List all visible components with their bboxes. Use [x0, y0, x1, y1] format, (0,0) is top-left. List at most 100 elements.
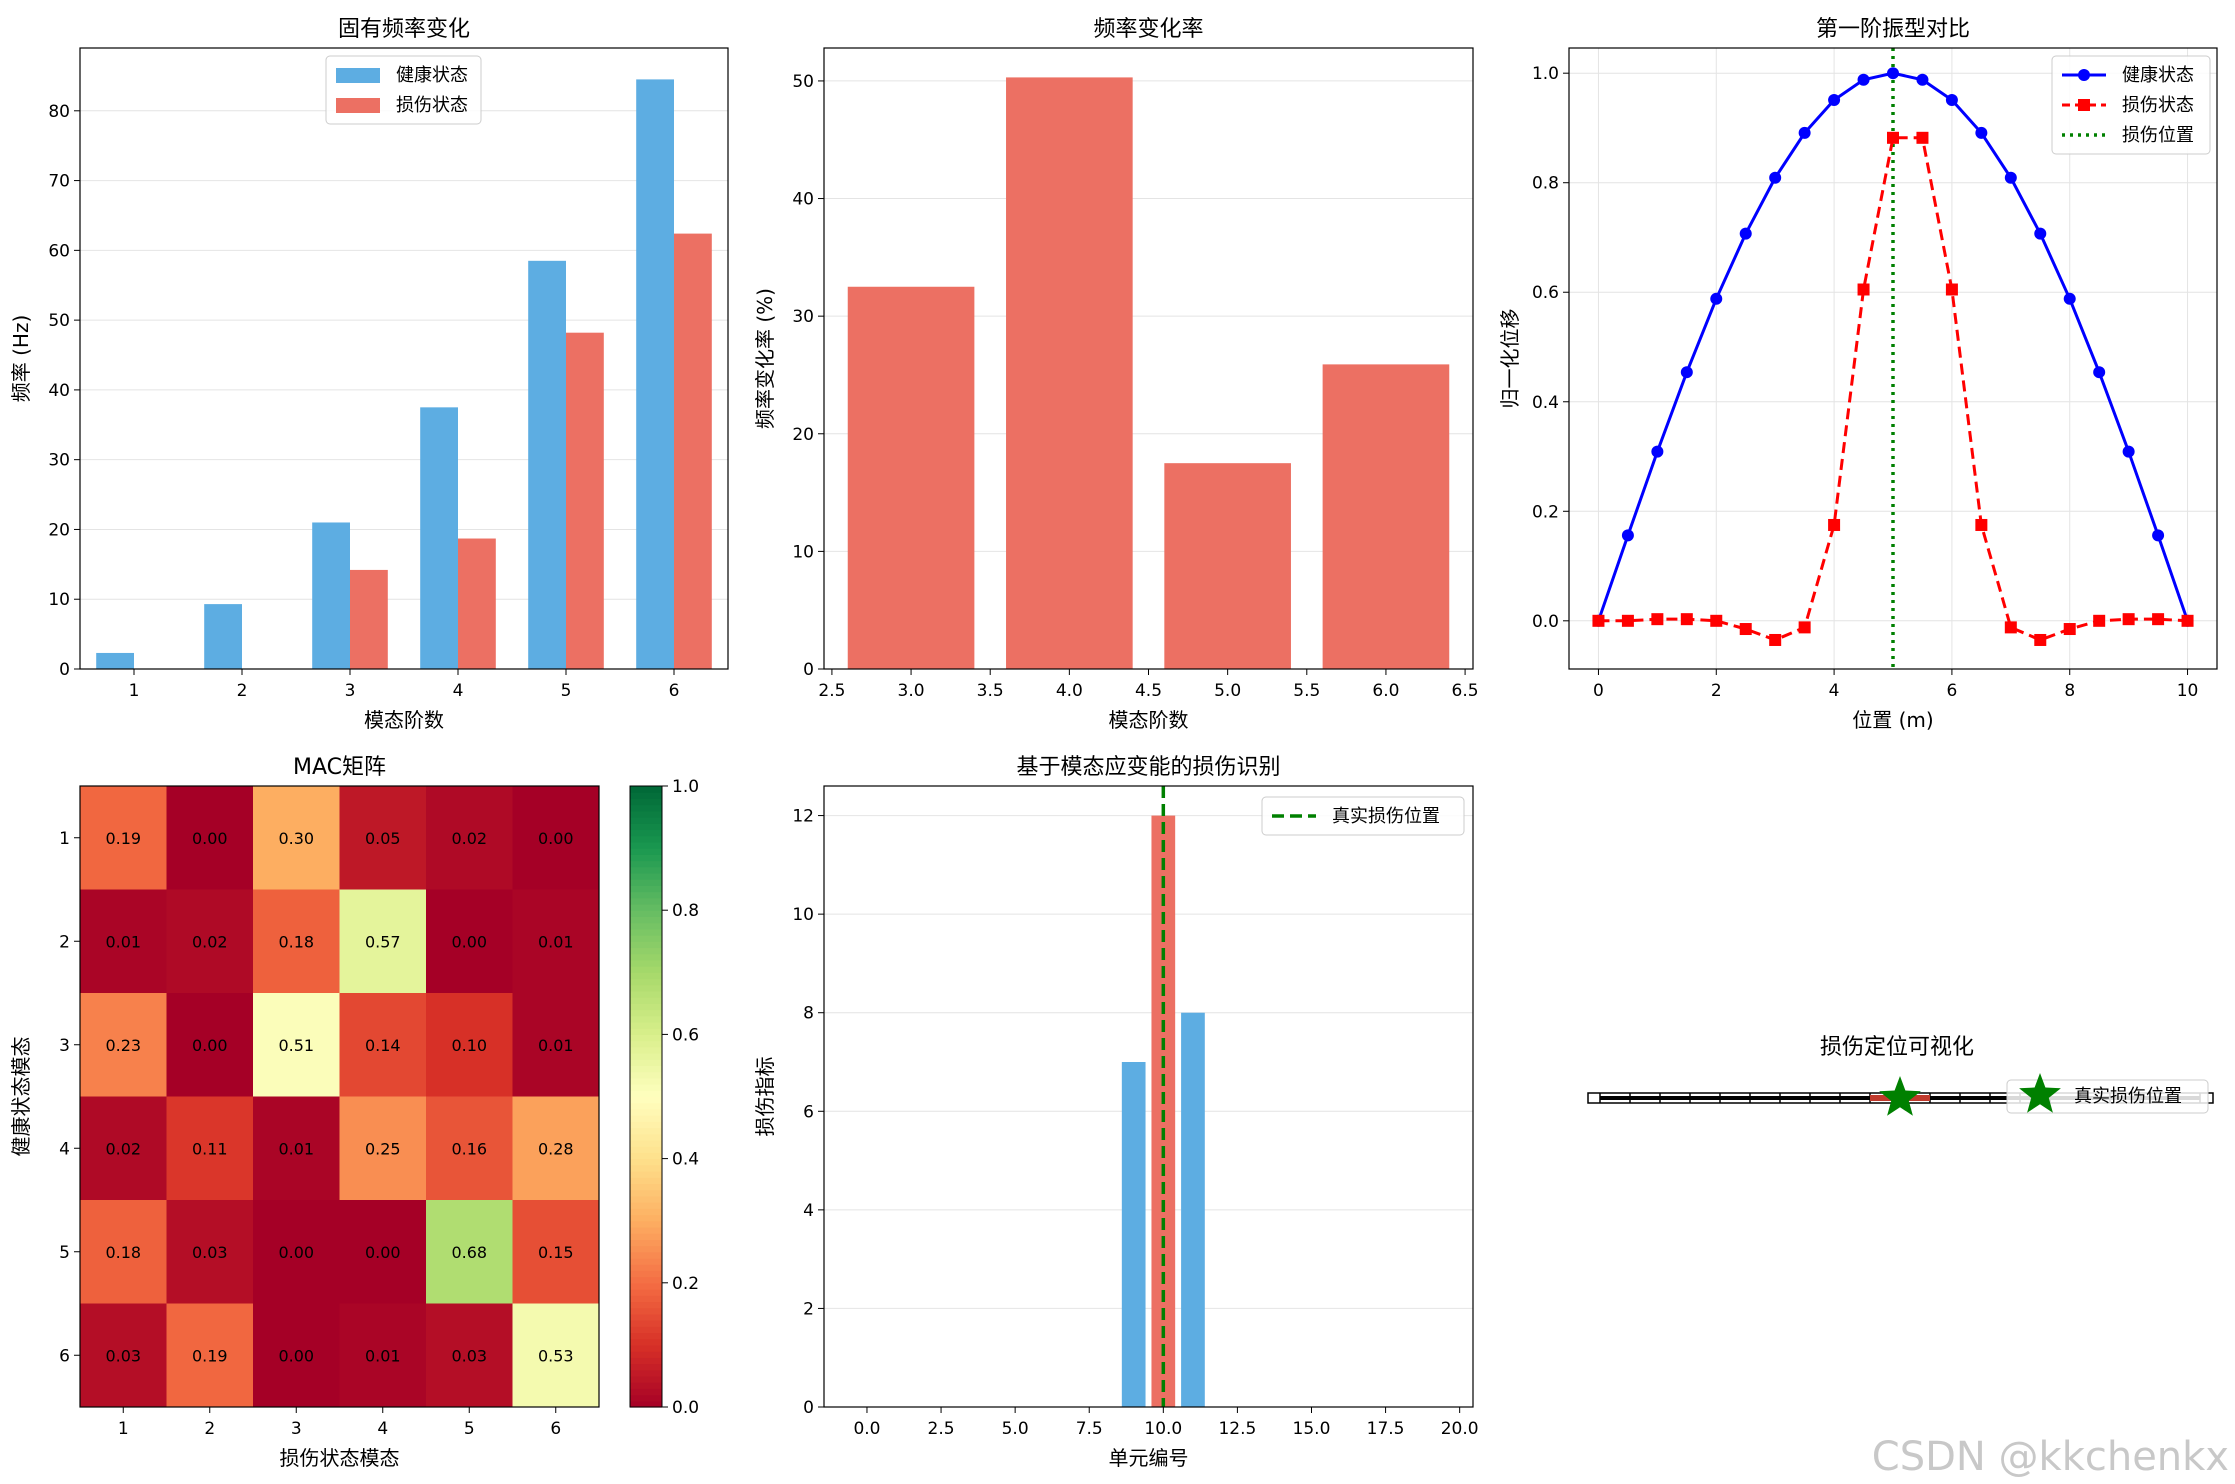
- y-tick-label: 0: [803, 660, 814, 680]
- data-point: [1828, 94, 1841, 107]
- colorbar-segment: [630, 1009, 662, 1017]
- colorbar-segment: [630, 1400, 662, 1408]
- y-tick-label: 1.0: [1532, 64, 1559, 84]
- data-point: [1680, 613, 1693, 626]
- heatmap-cell: [512, 1303, 600, 1408]
- colorbar-segment: [630, 1028, 662, 1035]
- colorbar-segment: [630, 1071, 662, 1079]
- x-tick-label: 4: [1829, 681, 1840, 701]
- cell-label: 0.53: [538, 1346, 574, 1365]
- heatmap-cell: [512, 993, 600, 1097]
- bar: [847, 286, 975, 669]
- cell-label: 0.19: [192, 1346, 228, 1365]
- cell-label: 0.19: [105, 829, 141, 848]
- colorbar-segment: [630, 997, 662, 1004]
- colorbar-segment: [630, 1090, 662, 1098]
- y-tick-label: 3: [59, 1036, 70, 1056]
- y-tick-label: 40: [792, 190, 814, 210]
- legend-label: 健康状态: [2122, 65, 2194, 86]
- colorbar-segment: [630, 928, 662, 936]
- colorbar-segment: [630, 1171, 662, 1178]
- colorbar-segment: [630, 990, 662, 998]
- colorbar-segment: [630, 1220, 662, 1228]
- y-tick-label: 0: [59, 660, 70, 680]
- colorbar-segment: [630, 1388, 662, 1396]
- series-line: [1598, 136, 2188, 642]
- heatmap-cell: [339, 993, 427, 1097]
- data-point: [1798, 126, 1811, 139]
- data-point: [1621, 614, 1634, 627]
- cell-label: 0.03: [105, 1346, 141, 1365]
- colorbar-segment: [630, 1040, 662, 1048]
- colorbar-segment: [630, 1139, 662, 1147]
- colorbar-segment: [630, 922, 662, 930]
- data-point: [2004, 621, 2017, 634]
- colorbar-segment: [630, 941, 662, 949]
- heatmap-cell: [339, 786, 427, 890]
- colorbar-segment: [630, 1208, 662, 1216]
- x-axis-label: 位置 (m): [1852, 708, 1933, 732]
- colorbar-segment: [630, 848, 662, 855]
- colorbar-segment: [630, 1189, 662, 1197]
- cell-label: 0.16: [451, 1139, 487, 1158]
- heatmap-cell: [80, 993, 167, 1097]
- heatmap-cell: [339, 1303, 427, 1408]
- cell-label: 0.28: [538, 1139, 574, 1158]
- data-point: [1828, 518, 1841, 531]
- y-tick-label: 0.2: [1532, 502, 1559, 522]
- colorbar-segment: [630, 1146, 662, 1153]
- cell-label: 0.23: [105, 1036, 141, 1055]
- y-tick-label: 8: [803, 1004, 814, 1024]
- axes-frame: [79, 47, 729, 670]
- data-point: [1857, 283, 1870, 296]
- y-tick-label: 20: [48, 520, 70, 540]
- cell-label: 0.01: [538, 932, 574, 951]
- x-tick-label: 1: [129, 681, 140, 701]
- x-tick-label: 6.0: [1372, 681, 1399, 701]
- bar: [350, 569, 388, 669]
- colorbar-tick-label: 0.4: [672, 1150, 699, 1170]
- x-tick-label: 6: [1946, 681, 1957, 701]
- colorbar-segment: [630, 947, 662, 955]
- data-point: [2004, 171, 2017, 184]
- heatmap-cell: [80, 786, 167, 890]
- data-point: [1769, 633, 1782, 646]
- y-tick-label: 50: [48, 311, 70, 331]
- colorbar-segment: [630, 953, 662, 961]
- bar: [458, 538, 496, 669]
- cell-label: 0.02: [192, 932, 228, 951]
- x-tick-label: 4: [377, 1419, 388, 1439]
- cell-label: 0.18: [278, 932, 314, 951]
- cell-label: 0.00: [451, 932, 487, 951]
- colorbar-segment: [630, 897, 662, 905]
- data-point: [2122, 613, 2135, 626]
- colorbar-segment: [630, 1382, 662, 1389]
- colorbar-segment: [630, 835, 662, 843]
- colorbar-segment: [630, 1226, 662, 1234]
- data-point: [2063, 623, 2076, 636]
- y-tick-label: 10: [792, 905, 814, 925]
- x-tick-label: 17.5: [1367, 1419, 1405, 1439]
- y-tick-label: 2: [803, 1299, 814, 1319]
- y-tick-label: 0.6: [1532, 283, 1559, 303]
- y-tick-label: 10: [792, 542, 814, 562]
- colorbar-segment: [630, 1034, 662, 1042]
- colorbar-segment: [630, 1108, 662, 1116]
- data-point: [1945, 94, 1958, 107]
- y-tick-label: 0.0: [1532, 612, 1559, 632]
- colorbar-segment: [630, 1053, 662, 1060]
- colorbar-segment: [630, 978, 662, 986]
- cell-label: 0.00: [192, 1036, 228, 1055]
- y-tick-label: 4: [59, 1139, 70, 1159]
- colorbar-segment: [630, 1233, 662, 1240]
- colorbar-segment: [630, 1295, 662, 1303]
- x-tick-label: 5.0: [1002, 1419, 1029, 1439]
- cell-label: 0.25: [365, 1139, 401, 1158]
- data-point: [1651, 613, 1664, 626]
- cell-label: 0.01: [538, 1036, 574, 1055]
- cell-label: 0.00: [278, 1243, 314, 1262]
- y-axis-label: 损伤指标: [753, 1057, 777, 1137]
